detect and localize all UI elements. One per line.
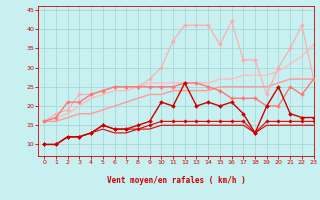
X-axis label: Vent moyen/en rafales ( km/h ): Vent moyen/en rafales ( km/h ) [107,176,245,185]
